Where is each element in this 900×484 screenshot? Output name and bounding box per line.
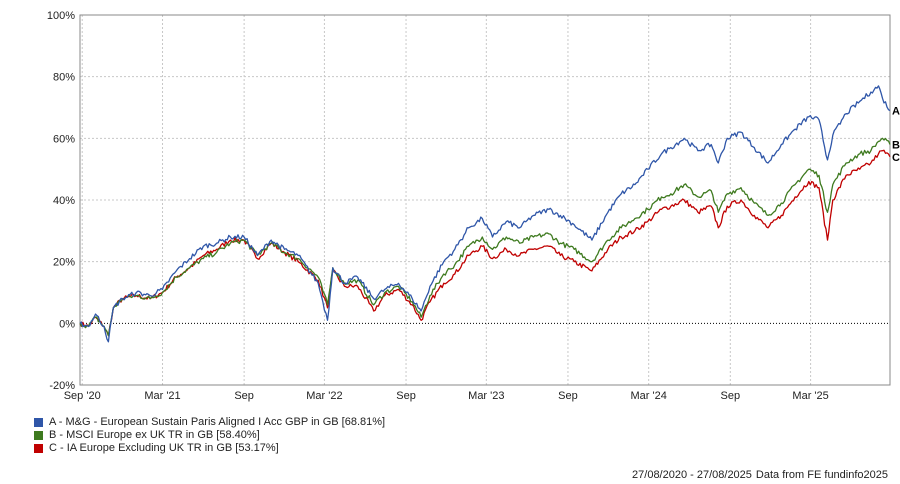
y-tick-label: 60% [53, 133, 75, 145]
x-tick-label: Mar '22 [306, 390, 342, 402]
series-line-b [79, 137, 891, 337]
y-tick-label: 0% [59, 318, 75, 330]
legend: A - M&G - European Sustain Paris Aligned… [34, 416, 385, 455]
y-tick-label: 20% [53, 257, 75, 269]
chart-grid [80, 14, 890, 386]
legend-item-b: B - MSCI Europe ex UK TR in GB [58.40%] [34, 429, 385, 442]
legend-label-a: A - M&G - European Sustain Paris Aligned… [49, 416, 386, 428]
chart-footer: 27/08/2020 - 27/08/2025 Data from FE fund… [632, 469, 888, 481]
series-line-c [79, 149, 891, 337]
legend-label-c: C - IA Europe Excluding UK TR in GB [53.… [49, 442, 279, 454]
legend-swatch-b [34, 431, 43, 440]
x-tick-label: Sep [396, 390, 416, 402]
x-tick-label: Sep '20 [64, 390, 101, 402]
series-line-a [79, 85, 891, 343]
legend-swatch-c [34, 444, 43, 453]
x-tick-label: Sep [558, 390, 578, 402]
x-tick-label: Mar '23 [468, 390, 504, 402]
x-tick-label: Mar '25 [792, 390, 828, 402]
y-axis: -20% 0% 20% 40% 60% 80% 100% [47, 10, 75, 392]
x-tick-label: Sep [234, 390, 254, 402]
series-end-labels: CB A [892, 106, 900, 164]
plot-frame [79, 14, 891, 386]
series-end-label-c: C [892, 152, 900, 164]
date-range: 27/08/2020 - 27/08/2025 [632, 469, 752, 481]
y-tick-label: 40% [53, 195, 75, 207]
series-end-label-b: B [892, 140, 900, 152]
performance-chart: -20%0%20%40%60%80%100% Sep '20 Mar '21 Sep… [47, 10, 900, 402]
x-tick-label: Mar '24 [631, 390, 667, 402]
x-tick-label: Sep [721, 390, 741, 402]
x-axis: Sep '20 Mar '21 Sep Mar '22 Sep Mar '23 Sep Mar… [64, 390, 829, 402]
data-source: Data from FE fundinfo2025 [755, 469, 888, 481]
legend-label-b: B - MSCI Europe ex UK TR in GB [58.40%] [49, 429, 260, 441]
x-tick-label: Mar '21 [144, 390, 180, 402]
legend-swatch-a [34, 418, 43, 427]
y-tick-label: 100% [47, 10, 75, 22]
series-lines [79, 85, 891, 343]
series-end-label-a: A [892, 106, 900, 118]
y-tick-label: 80% [53, 72, 75, 84]
y-tick-label: -20% [49, 380, 75, 392]
legend-item-a: A - M&G - European Sustain Paris Aligned… [34, 416, 385, 429]
legend-item-c: C - IA Europe Excluding UK TR in GB [53.… [34, 442, 385, 455]
